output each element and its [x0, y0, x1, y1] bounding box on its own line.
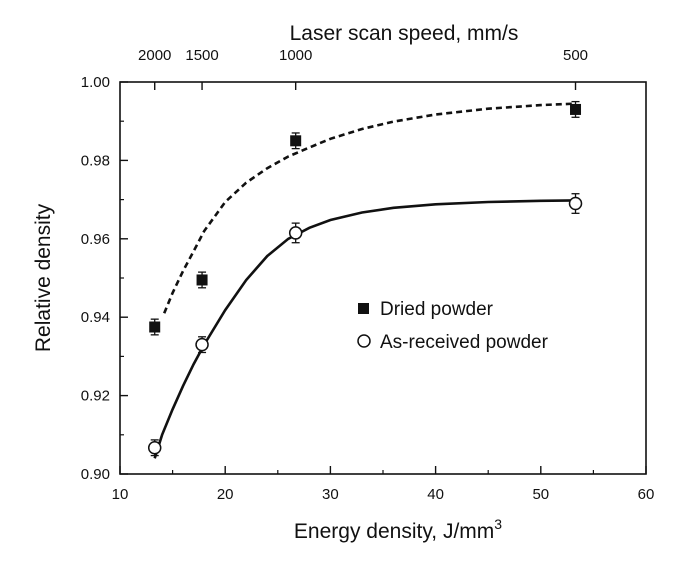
top-tick-label: 1500: [185, 47, 218, 64]
data-point-dried-powder: [290, 135, 302, 147]
points-layer: [147, 100, 583, 457]
data-point-as-received-powder: [568, 196, 583, 211]
top-axis-title: Laser scan speed, mm/s: [290, 22, 519, 45]
legend-marker-as-received-powder: [357, 334, 371, 348]
y-axis-title: Relative density: [32, 203, 55, 352]
y-tick-label: 1.00: [81, 74, 110, 91]
fit-curve-dried-powder: [162, 102, 576, 314]
top-tick-label: 2000: [138, 47, 171, 64]
legend-marker-dried-powder: [358, 303, 369, 314]
data-point-dried-powder: [196, 274, 208, 286]
fit-layer: [153, 102, 576, 459]
ticks-layer: 10 20 30 40 50 60 0.90 0.92 0.94 0.96 0.98 1.00 2000…: [81, 47, 655, 503]
top-tick-label: 500: [563, 47, 588, 64]
legend: Dried powder As-received powder: [357, 299, 549, 353]
data-point-as-received-powder: [195, 337, 209, 352]
legend-label-dried-powder: Dried powder: [380, 299, 494, 320]
x-tick-label: 40: [427, 486, 444, 503]
x-axis-title: Energy density, J/mm3: [294, 516, 502, 543]
y-tick-label: 0.90: [81, 466, 110, 483]
y-tick-label: 0.98: [81, 152, 110, 169]
x-tick-label: 30: [322, 486, 339, 503]
data-point-dried-powder: [570, 103, 582, 115]
x-tick-label: 50: [532, 486, 549, 503]
top-tick-label: 1000: [279, 47, 312, 64]
y-tick-label: 0.92: [81, 388, 110, 405]
x-tick-label: 10: [112, 486, 129, 503]
legend-label-as-received-powder: As-received powder: [380, 332, 549, 353]
fit-curve-as-received-powder: [153, 199, 576, 459]
x-axis-title-superscript: 3: [494, 516, 502, 532]
x-tick-label: 60: [638, 486, 655, 503]
x-tick-label: 20: [217, 486, 234, 503]
y-tick-label: 0.96: [81, 231, 110, 248]
data-point-dried-powder: [149, 321, 161, 333]
data-point-as-received-powder: [147, 440, 162, 455]
data-point-as-received-powder: [288, 226, 303, 240]
y-tick-label: 0.94: [81, 309, 110, 326]
